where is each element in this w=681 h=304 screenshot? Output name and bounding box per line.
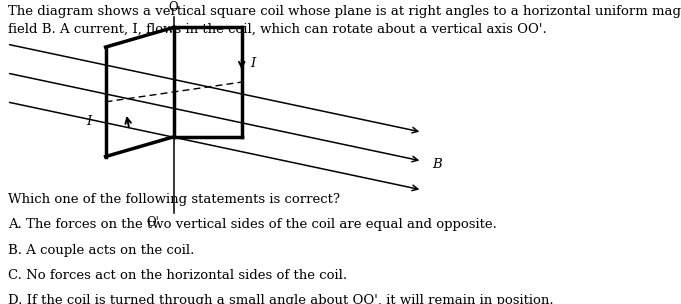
Text: B. A couple acts on the coil.: B. A couple acts on the coil. xyxy=(8,244,195,257)
Text: A. The forces on the two vertical sides of the coil are equal and opposite.: A. The forces on the two vertical sides … xyxy=(8,218,497,231)
Text: I: I xyxy=(251,57,256,70)
Text: O': O' xyxy=(147,216,159,229)
Text: The diagram shows a vertical square coil whose plane is at right angles to a hor: The diagram shows a vertical square coil… xyxy=(8,5,681,18)
Text: D. If the coil is turned through a small angle about OO', it will remain in posi: D. If the coil is turned through a small… xyxy=(8,294,554,304)
Text: I: I xyxy=(86,115,92,128)
Text: Which one of the following statements is correct?: Which one of the following statements is… xyxy=(8,193,340,206)
Text: B: B xyxy=(432,158,442,171)
Text: field B. A current, I, flows in the coil, which can rotate about a vertical axis: field B. A current, I, flows in the coil… xyxy=(8,23,547,36)
Text: O: O xyxy=(169,1,178,14)
Text: C. No forces act on the horizontal sides of the coil.: C. No forces act on the horizontal sides… xyxy=(8,269,347,282)
